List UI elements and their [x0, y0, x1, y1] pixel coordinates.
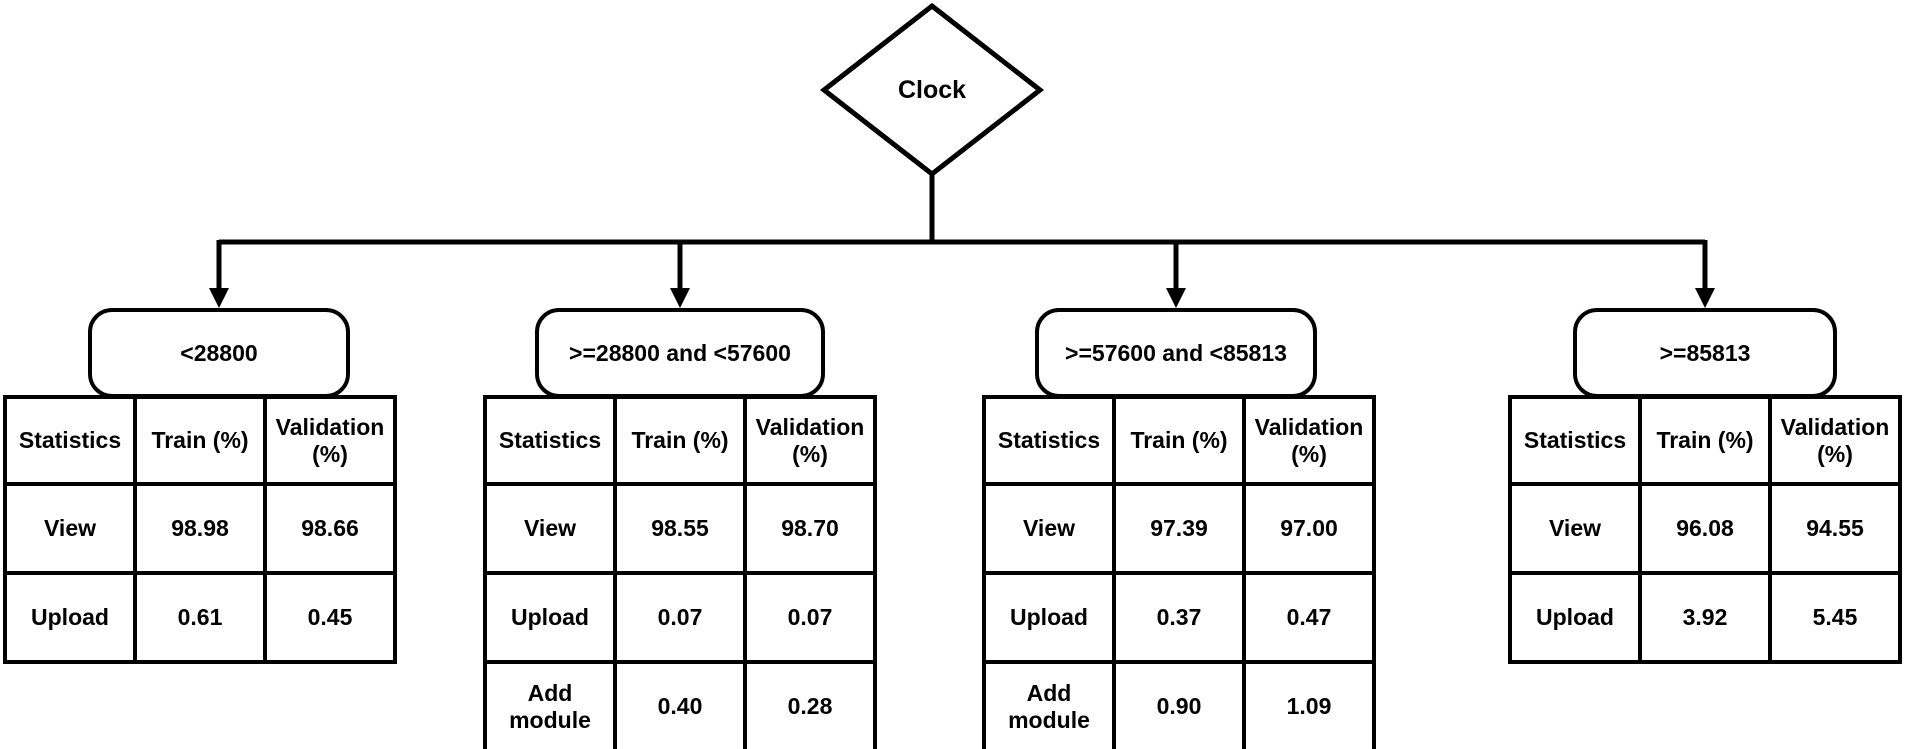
condition-node-3: >=57600 and <85813: [1035, 308, 1317, 398]
stats-table-2: Statistics Train (%) Validation (%) View…: [483, 395, 877, 749]
train-value: 0.37: [1112, 571, 1246, 664]
header-train: Train (%): [1638, 395, 1772, 486]
condition-node-1: <28800: [88, 308, 350, 398]
table-header-row: Statistics Train (%) Validation (%): [1508, 395, 1902, 486]
table-row: Upload 3.92 5.45: [1508, 571, 1902, 664]
header-train: Train (%): [613, 395, 747, 486]
stats-table-4: Statistics Train (%) Validation (%) View…: [1508, 395, 1902, 664]
table-row: View 98.98 98.66: [3, 482, 397, 575]
table-row: Upload 0.37 0.47: [982, 571, 1376, 664]
validation-value: 98.70: [743, 482, 877, 575]
header-train: Train (%): [133, 395, 267, 486]
header-statistics: Statistics: [982, 395, 1116, 486]
arrowhead-icon: [670, 288, 690, 308]
header-statistics: Statistics: [483, 395, 617, 486]
header-validation: Validation (%): [1242, 395, 1376, 486]
table-row: View 97.39 97.00: [982, 482, 1376, 575]
train-value: 0.07: [613, 571, 747, 664]
train-value: 97.39: [1112, 482, 1246, 575]
arrowhead-icon: [209, 288, 229, 308]
train-value: 98.55: [613, 482, 747, 575]
validation-value: 0.45: [263, 571, 397, 664]
stats-table-1: Statistics Train (%) Validation (%) View…: [3, 395, 397, 664]
train-value: 96.08: [1638, 482, 1772, 575]
table-header-row: Statistics Train (%) Validation (%): [982, 395, 1376, 486]
table-row: Add module 0.40 0.28: [483, 660, 877, 749]
header-train: Train (%): [1112, 395, 1246, 486]
row-label: Add module: [483, 660, 617, 749]
row-label: Upload: [3, 571, 137, 664]
train-value: 3.92: [1638, 571, 1772, 664]
table-row: Upload 0.07 0.07: [483, 571, 877, 664]
condition-node-2: >=28800 and <57600: [535, 308, 825, 398]
validation-value: 98.66: [263, 482, 397, 575]
table-row: Upload 0.61 0.45: [3, 571, 397, 664]
table-row: Add module 0.90 1.09: [982, 660, 1376, 749]
row-label: View: [982, 482, 1116, 575]
validation-value: 0.07: [743, 571, 877, 664]
header-validation: Validation (%): [743, 395, 877, 486]
validation-value: 0.47: [1242, 571, 1376, 664]
validation-value: 97.00: [1242, 482, 1376, 575]
root-node-label: Clock: [897, 75, 967, 104]
stats-table-3: Statistics Train (%) Validation (%) View…: [982, 395, 1376, 749]
train-value: 0.61: [133, 571, 267, 664]
validation-value: 5.45: [1768, 571, 1902, 664]
arrowhead-icon: [1695, 288, 1715, 308]
table-header-row: Statistics Train (%) Validation (%): [483, 395, 877, 486]
table-row: View 98.55 98.70: [483, 482, 877, 575]
row-label: Upload: [982, 571, 1116, 664]
train-value: 98.98: [133, 482, 267, 575]
train-value: 0.90: [1112, 660, 1246, 749]
header-validation: Validation (%): [1768, 395, 1902, 486]
validation-value: 0.28: [743, 660, 877, 749]
validation-value: 94.55: [1768, 482, 1902, 575]
header-statistics: Statistics: [3, 395, 137, 486]
condition-node-4: >=85813: [1573, 308, 1837, 398]
row-label: View: [483, 482, 617, 575]
row-label: View: [3, 482, 137, 575]
arrowhead-icon: [1166, 288, 1186, 308]
row-label: Add module: [982, 660, 1116, 749]
train-value: 0.40: [613, 660, 747, 749]
validation-value: 1.09: [1242, 660, 1376, 749]
table-row: View 96.08 94.55: [1508, 482, 1902, 575]
row-label: View: [1508, 482, 1642, 575]
table-header-row: Statistics Train (%) Validation (%): [3, 395, 397, 486]
header-validation: Validation (%): [263, 395, 397, 486]
header-statistics: Statistics: [1508, 395, 1642, 486]
row-label: Upload: [1508, 571, 1642, 664]
row-label: Upload: [483, 571, 617, 664]
